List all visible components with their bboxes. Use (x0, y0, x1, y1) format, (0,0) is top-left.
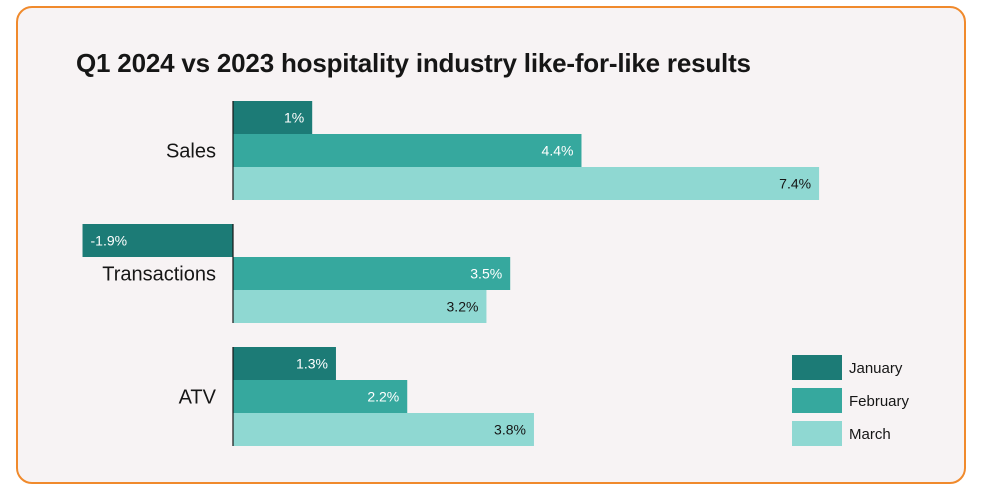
bar-atv-february (233, 380, 408, 413)
data-label: 1.3% (296, 356, 328, 372)
bar-sales-february (233, 134, 582, 167)
chart-title: Q1 2024 vs 2023 hospitality industry lik… (76, 48, 751, 78)
bar-sales-march (233, 167, 820, 200)
data-label: 2.2% (367, 389, 399, 405)
bar-transactions-march (233, 290, 487, 323)
bar-atv-march (233, 413, 534, 446)
legend-swatch-january (792, 355, 842, 380)
legend-label-january: January (849, 360, 903, 377)
data-label: -1.9% (91, 233, 128, 249)
data-label: 3.5% (470, 266, 502, 282)
category-label-atv: ATV (179, 387, 217, 409)
bar-atv-january (233, 347, 336, 380)
data-label: 7.4% (779, 176, 811, 192)
bar-transactions-january (82, 224, 234, 257)
data-label: 3.2% (447, 299, 479, 315)
category-label-sales: Sales (166, 141, 216, 163)
data-label: 3.8% (494, 422, 526, 438)
legend-label-february: February (849, 393, 910, 410)
bar-sales-january (233, 101, 313, 134)
legend-swatch-march (792, 421, 842, 446)
legend-swatch-february (792, 388, 842, 413)
category-label-transactions: Transactions (102, 264, 216, 286)
data-label: 1% (284, 110, 304, 126)
bar-transactions-february (233, 257, 511, 290)
legend-label-march: March (849, 426, 891, 443)
data-label: 4.4% (542, 143, 574, 159)
